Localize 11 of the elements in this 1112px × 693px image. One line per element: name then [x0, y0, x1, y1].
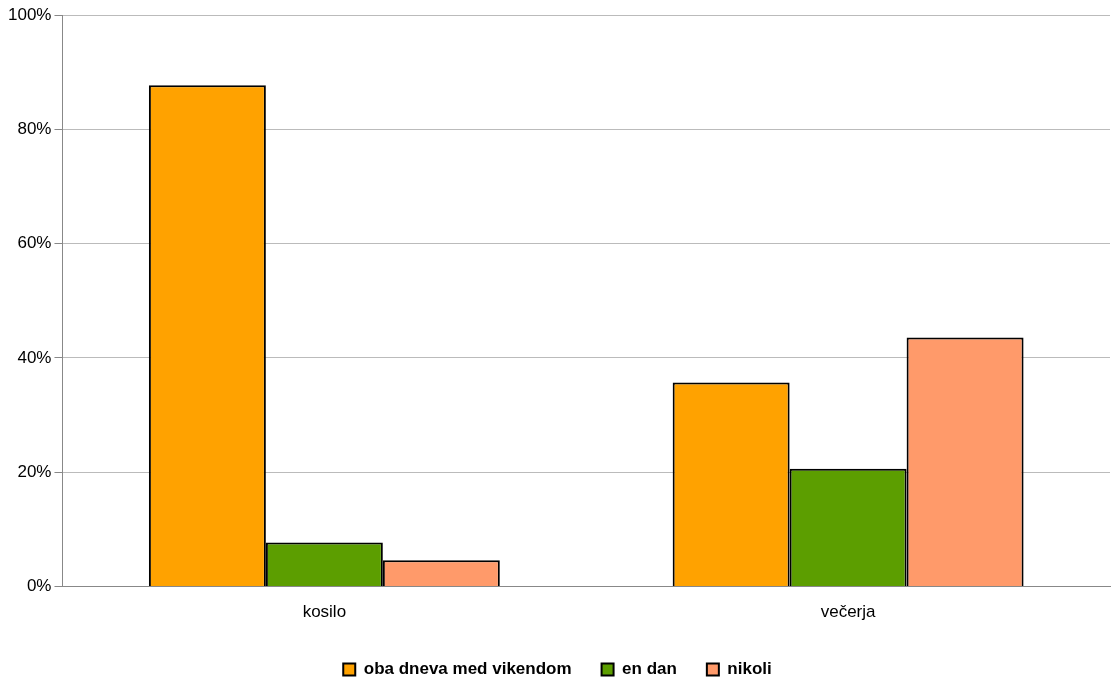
- y-tick-label: 60%: [17, 233, 52, 253]
- x-tick-label: večerja: [820, 602, 877, 622]
- legend-label: en dan: [622, 659, 677, 679]
- x-tick-label: kosilo: [302, 602, 347, 622]
- y-tick-label: 20%: [17, 461, 52, 481]
- legend-label: nikoli: [727, 659, 772, 679]
- y-tick-label: 100%: [8, 4, 52, 24]
- y-tick-label: 0%: [26, 576, 52, 596]
- y-tick-label: 40%: [17, 347, 52, 367]
- y-tick-label: 80%: [17, 119, 52, 139]
- legend-label: oba dneva med vikendom: [363, 659, 572, 679]
